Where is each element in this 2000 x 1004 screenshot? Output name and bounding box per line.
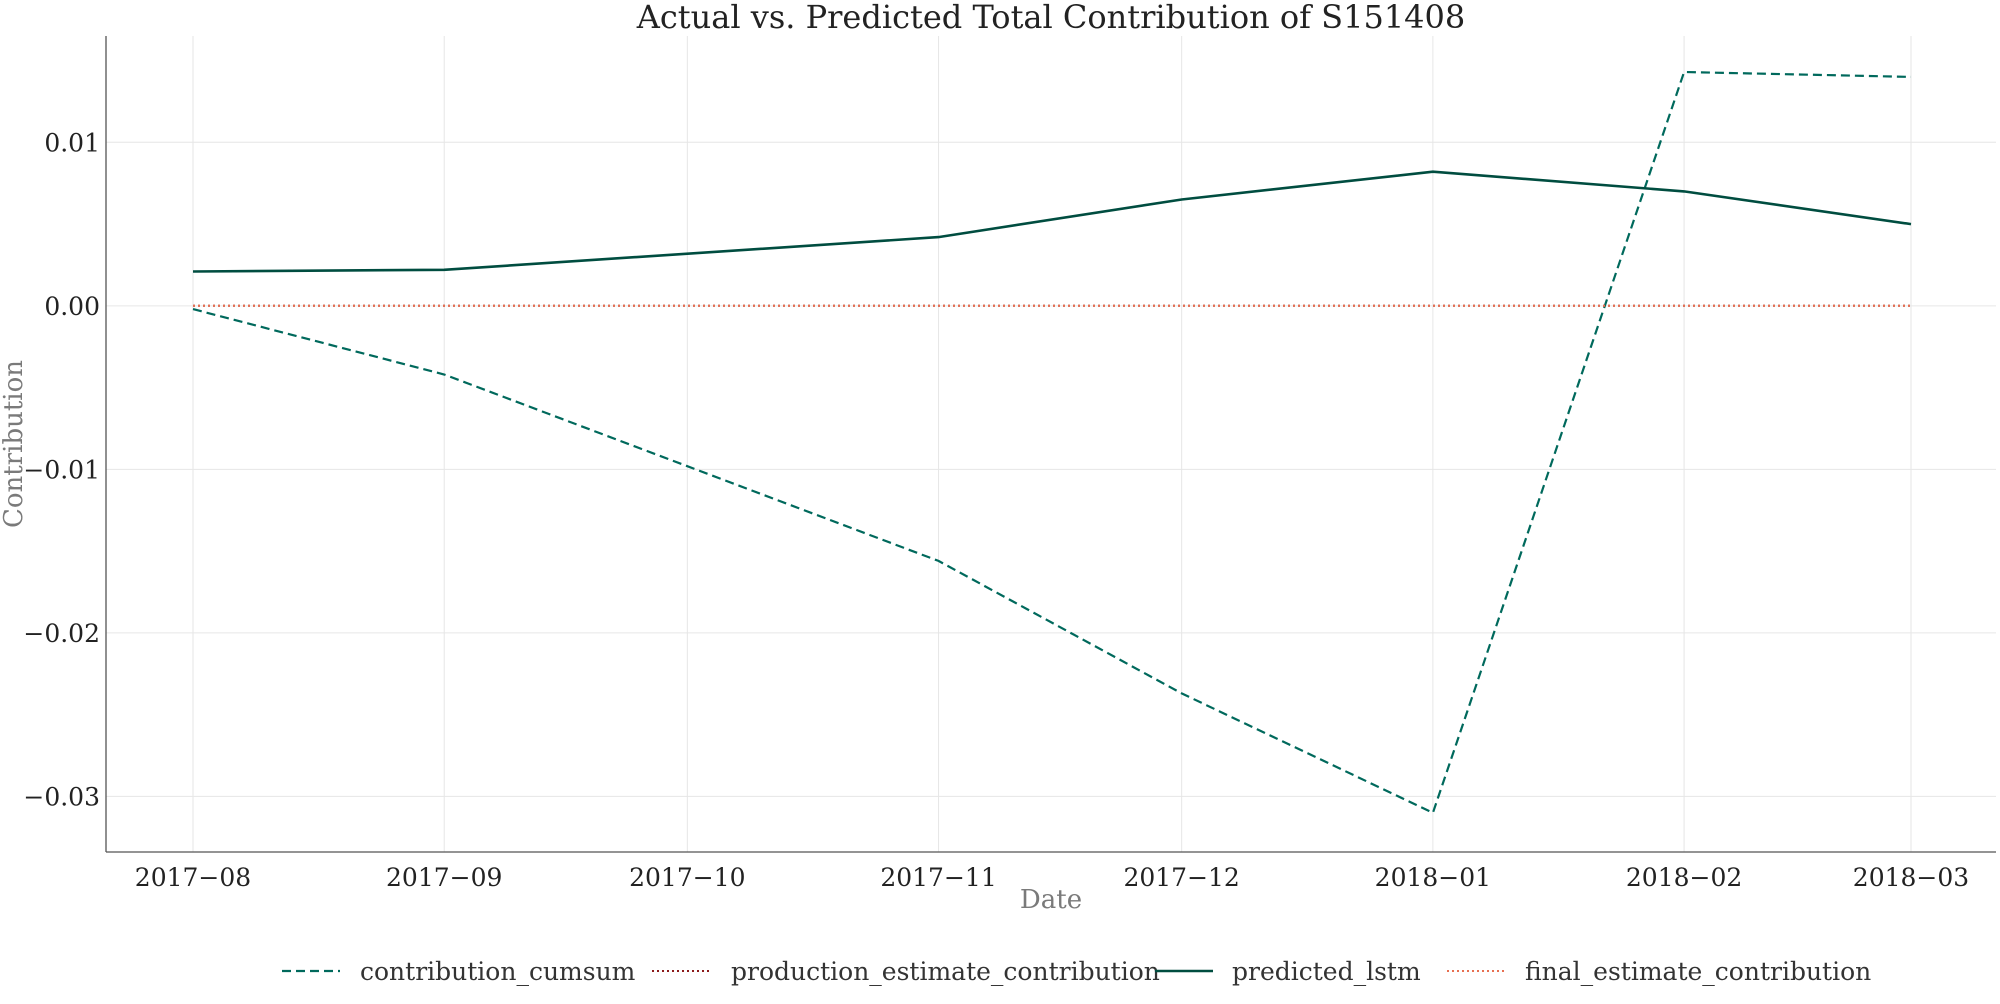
y-tick-label: −0.03 [23,782,100,811]
y-tick-label: 0.01 [44,128,100,157]
legend-label: predicted_lstm [1232,957,1421,986]
legend-label: production_estimate_contribution [731,957,1160,986]
x-tick-label: 2017−11 [880,863,996,892]
x-tick-label: 2017−10 [629,863,745,892]
axes [105,36,1996,853]
x-tick-label: 2017−12 [1123,863,1239,892]
x-tick-label: 2018−01 [1375,863,1491,892]
y-axis-label: Contribution [0,360,29,528]
x-tick-label: 2017−08 [135,863,251,892]
series-line-contribution-cumsum [192,70,1912,815]
y-tick-label: −0.01 [23,455,100,484]
x-tick-label: 2018−02 [1626,863,1742,892]
x-tick-label: 2018−03 [1853,863,1969,892]
grid [106,36,1996,852]
x-tick-label: 2017−09 [386,863,502,892]
legend: contribution_cumsum production_estimate_c… [282,957,1871,986]
chart-title: Actual vs. Predicted Total Contribution … [636,0,1466,36]
legend-label: final_estimate_contribution [1525,957,1871,986]
x-axis-ticks: 2017−08 2017−09 2017−10 2017−11 2017−12 2018−… [135,863,1969,892]
y-axis-ticks: 0.01 0.00 −0.01 −0.02 −0.03 [23,128,100,811]
series-lines [192,70,1912,815]
x-axis-label: Date [1020,885,1082,915]
series-line-predicted-lstm [192,170,1912,273]
y-tick-label: 0.00 [44,292,100,321]
legend-label: contribution_cumsum [360,957,636,986]
y-tick-label: −0.02 [23,619,100,648]
